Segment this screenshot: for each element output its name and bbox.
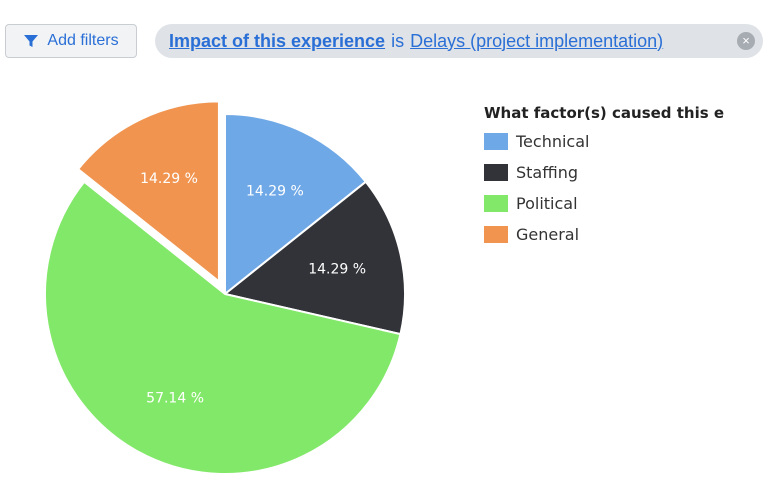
- remove-filter-icon[interactable]: ×: [737, 32, 755, 50]
- filter-funnel-icon: [24, 35, 39, 47]
- add-filters-button[interactable]: Add filters: [5, 24, 137, 58]
- legend-label: Staffing: [516, 163, 578, 182]
- pie-slice-general[interactable]: [76, 100, 220, 284]
- legend-swatch: [484, 164, 508, 181]
- legend-label: General: [516, 225, 580, 244]
- legend-swatch: [484, 133, 508, 150]
- pie-slice-technical[interactable]: [224, 112, 368, 297]
- legend-item-staffing[interactable]: Staffing: [484, 157, 769, 188]
- legend-items: Technical Staffing Political General: [484, 126, 769, 250]
- legend-title: What factor(s) caused this e: [484, 104, 725, 122]
- slice-label-general: 14.29 %: [140, 171, 198, 187]
- legend-label: Technical: [516, 132, 590, 151]
- filter-value-link[interactable]: Delays (project implementation): [410, 30, 664, 51]
- add-filters-label: Add filters: [47, 32, 119, 49]
- legend-item-technical[interactable]: Technical: [484, 126, 769, 157]
- legend-swatch: [484, 226, 508, 243]
- slice-label-political: 57.14 %: [146, 391, 204, 407]
- filter-bar: Add filters Impact of this experience is…: [0, 0, 769, 70]
- filter-operator: is: [391, 30, 405, 51]
- pie-slice-political[interactable]: [44, 180, 402, 475]
- chart-legend: What factor(s) caused this e Technical St…: [484, 104, 769, 250]
- pie-slice-staffing[interactable]: [222, 180, 406, 336]
- pie-chart: 14.29 % 14.29 % 57.14 % 14.29 %: [44, 100, 406, 475]
- slice-label-staffing: 14.29 %: [308, 261, 366, 277]
- active-filter-chip[interactable]: Impact of this experience is Delays (pro…: [155, 24, 763, 58]
- filter-field-link[interactable]: Impact of this experience: [169, 30, 386, 51]
- legend-swatch: [484, 195, 508, 212]
- slice-label-technical: 14.29 %: [246, 183, 304, 199]
- legend-item-political[interactable]: Political: [484, 188, 769, 219]
- legend-label: Political: [516, 194, 578, 213]
- legend-item-general[interactable]: General: [484, 219, 769, 250]
